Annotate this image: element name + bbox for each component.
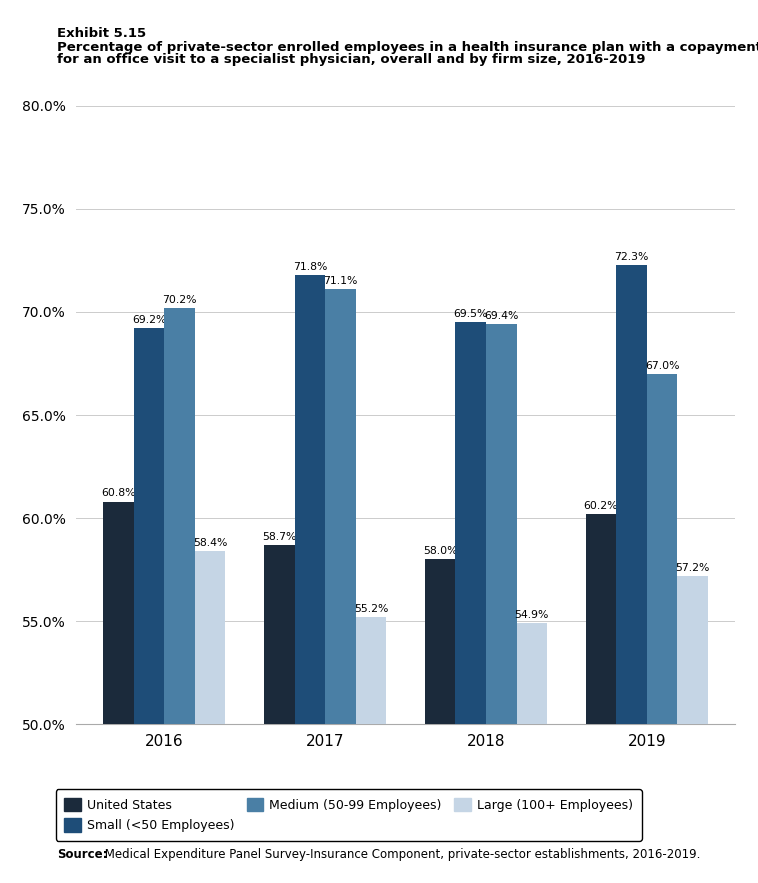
Text: 55.2%: 55.2% [354,604,388,614]
Text: Exhibit 5.15: Exhibit 5.15 [57,27,146,41]
Text: 57.2%: 57.2% [675,562,709,572]
Bar [424,559,456,883]
Bar [486,324,516,883]
Bar [133,328,164,883]
Legend: United States, Small (<50 Employees), Medium (50-99 Employees), Large (100+ Empl: United States, Small (<50 Employees), Me… [55,789,641,841]
Bar [195,551,225,883]
Text: 54.9%: 54.9% [515,610,549,620]
Text: 69.2%: 69.2% [132,315,166,326]
Bar [456,322,486,883]
Bar [586,514,616,883]
Text: 60.2%: 60.2% [584,501,619,511]
Text: Source:: Source: [57,848,108,861]
Bar [616,265,647,883]
Bar [325,290,356,883]
Text: 67.0%: 67.0% [645,361,679,371]
Text: 71.8%: 71.8% [293,262,327,272]
Bar [356,617,387,883]
Text: 58.4%: 58.4% [193,538,227,548]
Bar [264,545,295,883]
Text: Medical Expenditure Panel Survey-Insurance Component, private-sector establishme: Medical Expenditure Panel Survey-Insuran… [101,848,700,861]
Text: 60.8%: 60.8% [101,488,136,498]
Text: 69.4%: 69.4% [484,312,518,321]
Text: 70.2%: 70.2% [162,295,197,305]
Text: 72.3%: 72.3% [614,252,649,261]
Bar [516,623,547,883]
Text: 58.7%: 58.7% [262,532,296,541]
Bar [164,308,195,883]
Bar [295,275,325,883]
Text: for an office visit to a specialist physician, overall and by firm size, 2016-20: for an office visit to a specialist phys… [57,53,645,66]
Text: Percentage of private-sector enrolled employees in a health insurance plan with : Percentage of private-sector enrolled em… [57,41,758,54]
Bar [103,502,133,883]
Bar [647,374,678,883]
Bar [678,576,708,883]
Text: 71.1%: 71.1% [323,276,358,286]
Text: 58.0%: 58.0% [423,547,457,556]
Text: 69.5%: 69.5% [453,309,488,320]
